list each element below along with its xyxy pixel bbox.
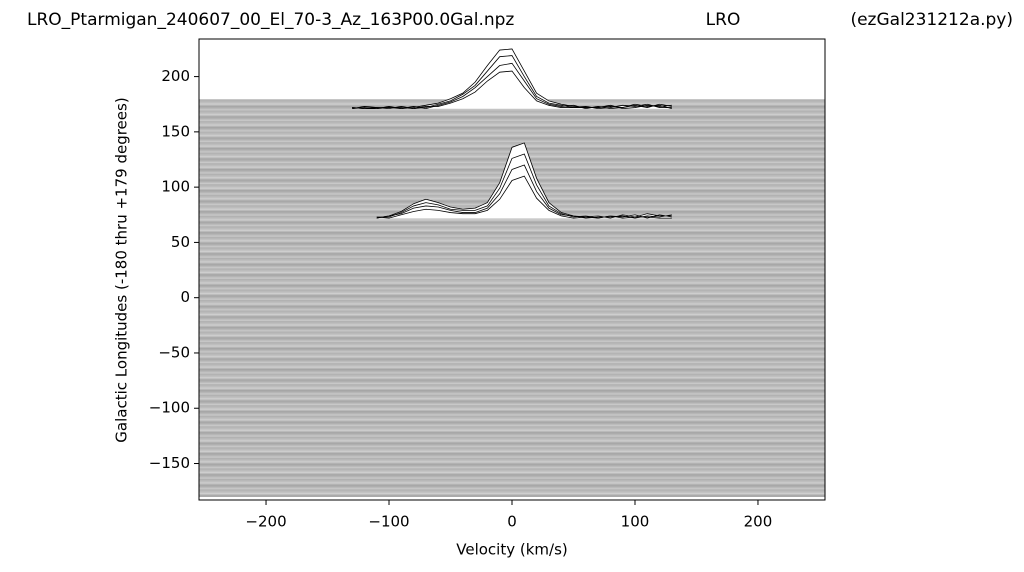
spectrum-line <box>352 70 672 110</box>
subtitle: LRO <box>706 10 741 30</box>
x-tick-label: −200 <box>245 513 286 531</box>
spectrum-line <box>376 175 672 219</box>
x-tick-label: 200 <box>744 513 773 531</box>
spectrum-fill <box>376 176 672 219</box>
spectrum-fill <box>352 71 672 109</box>
spectrum-fills <box>352 48 672 219</box>
y-tick-label: 0 <box>180 288 190 306</box>
spectrum-line <box>352 55 672 110</box>
y-tick-label: −50 <box>158 343 190 361</box>
y-tick-label: 200 <box>161 67 190 85</box>
y-axis-label: Galactic Longitudes (-180 thru +179 degr… <box>113 97 131 442</box>
x-tick-label: 0 <box>507 513 517 531</box>
plot <box>352 48 672 219</box>
x-tick-label: −100 <box>368 513 409 531</box>
y-tick-label: −150 <box>149 454 190 472</box>
y-tick-label: 100 <box>161 178 190 196</box>
spectrum-line <box>376 164 672 219</box>
spectrum-lines <box>352 48 672 219</box>
chart-title: LRO_Ptarmigan_240607_00_El_70-3_Az_163P0… <box>27 10 514 30</box>
x-tick-label: 100 <box>621 513 650 531</box>
y-tick-label: −100 <box>149 399 190 417</box>
spectrum-line <box>376 153 672 219</box>
x-axis-label: Velocity (km/s) <box>456 541 567 559</box>
annotation: (ezGal231212a.py) <box>850 10 1013 30</box>
y-tick-label: 150 <box>161 122 190 140</box>
spectrum-line <box>376 142 672 219</box>
y-tick-label: 50 <box>171 233 190 251</box>
